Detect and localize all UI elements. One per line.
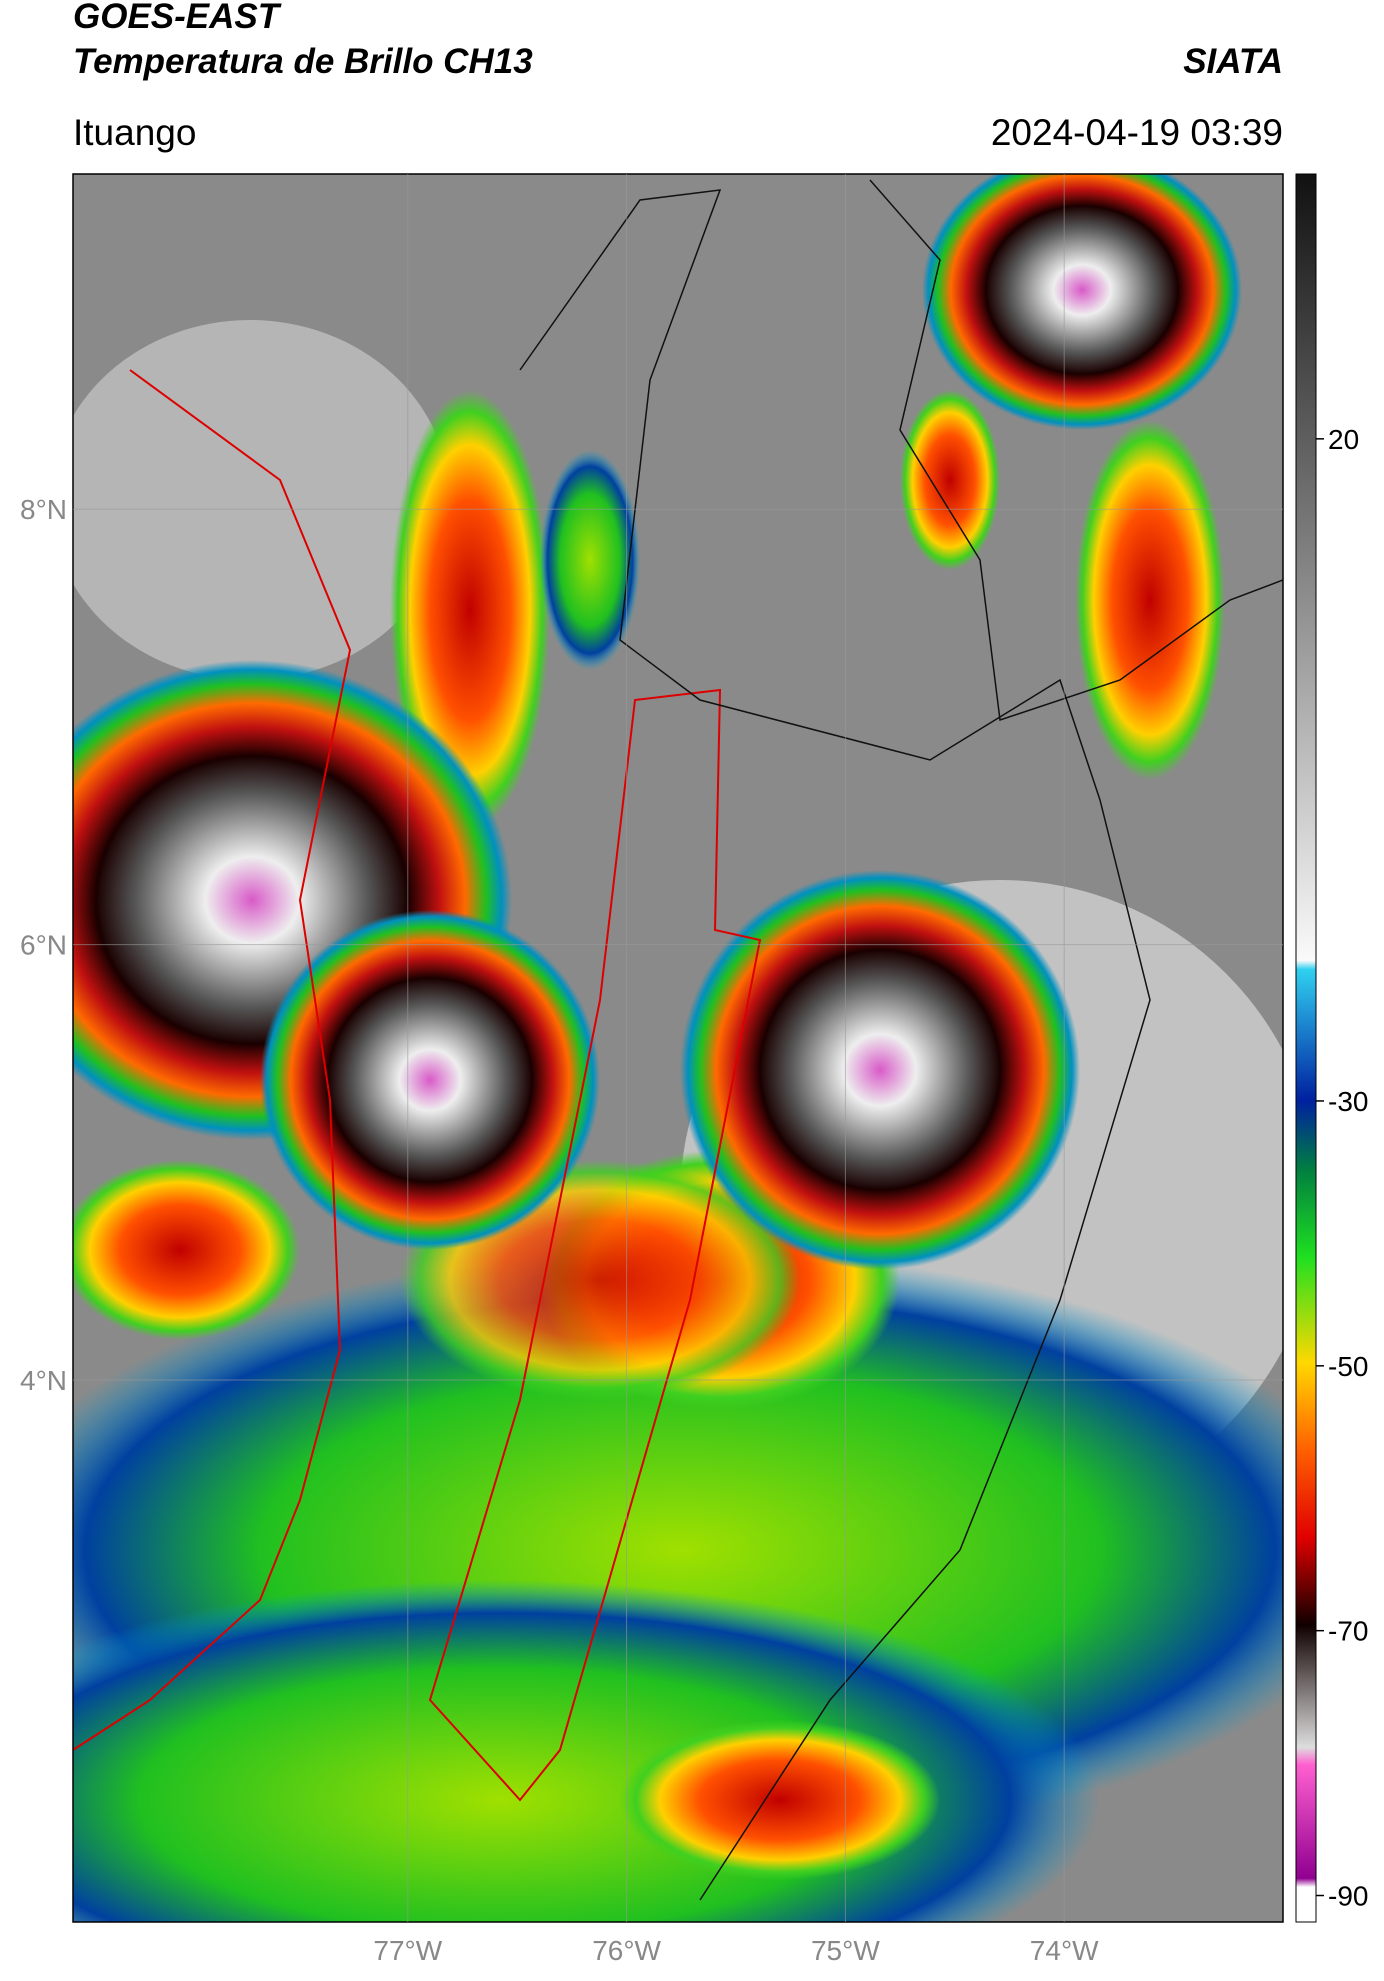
x-tick-label: 74°W [1030,1935,1099,1966]
colorbar [1295,173,1317,1923]
source: SIATA [1183,42,1283,81]
x-tick-label: 76°W [592,1935,661,1966]
colorbar-tick-label: -70 [1328,1616,1368,1647]
satellite-image [73,174,1283,1922]
colorbar-tick-label: -30 [1328,1086,1368,1117]
colorbar-tick-label: 20 [1328,424,1359,455]
colorbar-tick-label: -50 [1328,1351,1368,1382]
subtitle: Temperatura de Brillo CH13 [73,42,533,81]
datetime: 2024-04-19 03:39 [991,112,1283,153]
colorbar-tick-label: -90 [1328,1881,1368,1912]
y-tick-label: 4°N [20,1365,67,1396]
map-frame [72,173,1284,1923]
region: Ituango [73,112,196,153]
y-tick-label: 8°N [20,494,67,525]
title: GOES-EAST [73,0,282,36]
x-tick-label: 77°W [373,1935,442,1966]
x-tick-label: 75°W [811,1935,880,1966]
y-tick-label: 6°N [20,930,67,961]
